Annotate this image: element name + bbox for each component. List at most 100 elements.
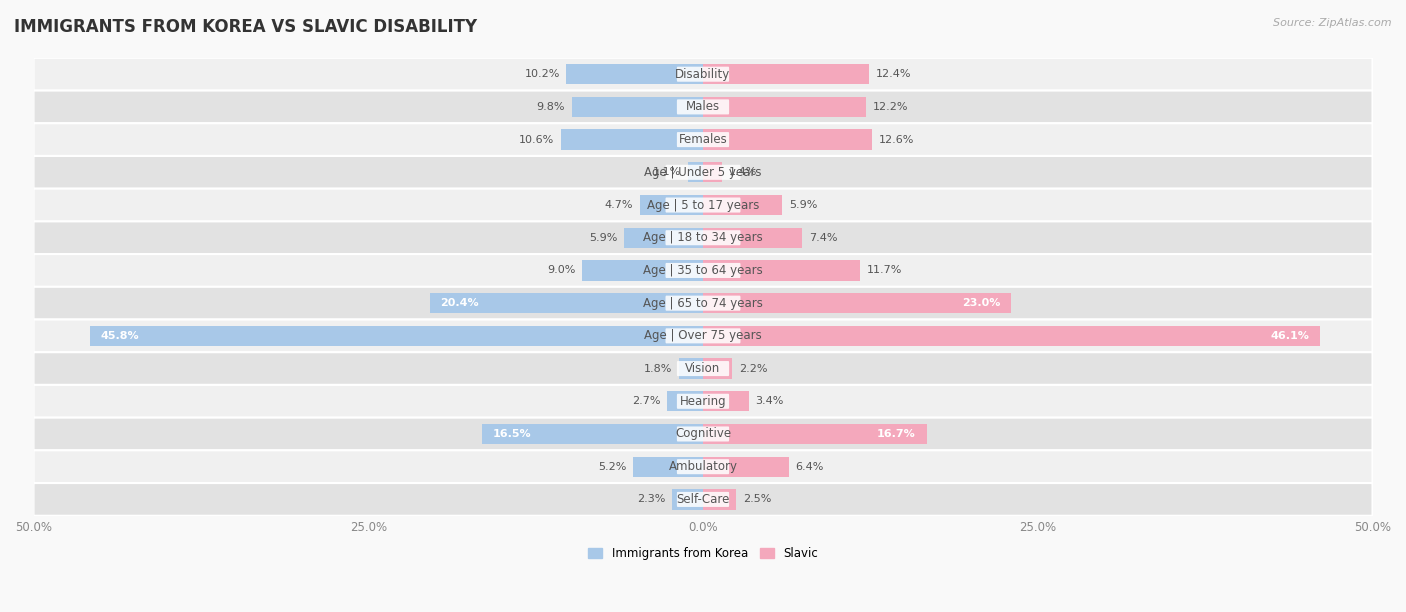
- Bar: [666, 391, 703, 411]
- FancyBboxPatch shape: [676, 132, 730, 147]
- FancyBboxPatch shape: [34, 254, 1372, 287]
- FancyBboxPatch shape: [676, 394, 730, 409]
- Text: 9.8%: 9.8%: [537, 102, 565, 112]
- FancyBboxPatch shape: [665, 230, 741, 245]
- Bar: [703, 130, 872, 150]
- Text: Males: Males: [686, 100, 720, 113]
- FancyBboxPatch shape: [34, 417, 1372, 450]
- Legend: Immigrants from Korea, Slavic: Immigrants from Korea, Slavic: [583, 542, 823, 565]
- Bar: [482, 424, 703, 444]
- Text: Disability: Disability: [675, 68, 731, 81]
- FancyBboxPatch shape: [676, 361, 730, 376]
- Bar: [703, 97, 866, 117]
- Text: Females: Females: [679, 133, 727, 146]
- FancyBboxPatch shape: [34, 222, 1372, 254]
- Text: 16.7%: 16.7%: [877, 429, 915, 439]
- Text: 7.4%: 7.4%: [808, 233, 838, 243]
- Bar: [672, 489, 703, 510]
- Bar: [703, 489, 737, 510]
- FancyBboxPatch shape: [665, 328, 741, 343]
- Bar: [703, 326, 1320, 346]
- Text: 2.5%: 2.5%: [744, 494, 772, 504]
- FancyBboxPatch shape: [665, 263, 741, 278]
- Bar: [561, 130, 703, 150]
- Text: Cognitive: Cognitive: [675, 428, 731, 441]
- Text: 16.5%: 16.5%: [492, 429, 531, 439]
- Bar: [679, 359, 703, 379]
- Text: 2.2%: 2.2%: [740, 364, 768, 373]
- Text: 1.1%: 1.1%: [654, 167, 682, 177]
- Text: 9.0%: 9.0%: [547, 266, 576, 275]
- Bar: [703, 228, 801, 248]
- FancyBboxPatch shape: [34, 58, 1372, 91]
- Text: 2.7%: 2.7%: [631, 397, 661, 406]
- Text: Self-Care: Self-Care: [676, 493, 730, 506]
- Bar: [703, 359, 733, 379]
- FancyBboxPatch shape: [34, 385, 1372, 417]
- Text: 5.9%: 5.9%: [789, 200, 817, 210]
- FancyBboxPatch shape: [676, 427, 730, 441]
- Text: Age | 18 to 34 years: Age | 18 to 34 years: [643, 231, 763, 244]
- FancyBboxPatch shape: [34, 450, 1372, 483]
- Bar: [703, 162, 721, 182]
- FancyBboxPatch shape: [676, 99, 730, 114]
- Bar: [572, 97, 703, 117]
- FancyBboxPatch shape: [665, 165, 741, 180]
- Text: 6.4%: 6.4%: [796, 461, 824, 472]
- Text: Source: ZipAtlas.com: Source: ZipAtlas.com: [1274, 18, 1392, 28]
- Bar: [703, 293, 1011, 313]
- Text: 12.4%: 12.4%: [876, 69, 911, 79]
- Text: Age | 5 to 17 years: Age | 5 to 17 years: [647, 198, 759, 212]
- Bar: [567, 64, 703, 84]
- FancyBboxPatch shape: [34, 123, 1372, 156]
- Text: 5.2%: 5.2%: [599, 461, 627, 472]
- Text: 12.6%: 12.6%: [879, 135, 914, 144]
- Text: Vision: Vision: [685, 362, 721, 375]
- Text: Age | Over 75 years: Age | Over 75 years: [644, 329, 762, 342]
- FancyBboxPatch shape: [34, 319, 1372, 353]
- Text: 23.0%: 23.0%: [962, 298, 1000, 308]
- FancyBboxPatch shape: [676, 459, 730, 474]
- Text: Hearing: Hearing: [679, 395, 727, 408]
- FancyBboxPatch shape: [665, 296, 741, 311]
- Bar: [90, 326, 703, 346]
- Text: 5.9%: 5.9%: [589, 233, 617, 243]
- FancyBboxPatch shape: [676, 67, 730, 82]
- FancyBboxPatch shape: [34, 91, 1372, 123]
- Text: 2.3%: 2.3%: [637, 494, 665, 504]
- FancyBboxPatch shape: [34, 287, 1372, 319]
- Bar: [703, 391, 748, 411]
- Text: 45.8%: 45.8%: [100, 331, 139, 341]
- FancyBboxPatch shape: [665, 198, 741, 212]
- Bar: [689, 162, 703, 182]
- FancyBboxPatch shape: [34, 353, 1372, 385]
- Text: 3.4%: 3.4%: [755, 397, 783, 406]
- Bar: [633, 457, 703, 477]
- Text: 12.2%: 12.2%: [873, 102, 908, 112]
- Text: 46.1%: 46.1%: [1271, 331, 1309, 341]
- FancyBboxPatch shape: [34, 188, 1372, 222]
- Bar: [703, 260, 859, 280]
- FancyBboxPatch shape: [676, 492, 730, 507]
- Bar: [703, 457, 789, 477]
- Bar: [703, 195, 782, 215]
- Bar: [624, 228, 703, 248]
- Bar: [430, 293, 703, 313]
- Text: Ambulatory: Ambulatory: [668, 460, 738, 473]
- Text: 10.6%: 10.6%: [519, 135, 554, 144]
- Bar: [703, 64, 869, 84]
- Text: 1.8%: 1.8%: [644, 364, 672, 373]
- Text: 1.4%: 1.4%: [728, 167, 756, 177]
- Text: Age | 65 to 74 years: Age | 65 to 74 years: [643, 297, 763, 310]
- Bar: [582, 260, 703, 280]
- Bar: [703, 424, 927, 444]
- Text: Age | 35 to 64 years: Age | 35 to 64 years: [643, 264, 763, 277]
- FancyBboxPatch shape: [34, 156, 1372, 188]
- Text: 4.7%: 4.7%: [605, 200, 633, 210]
- Text: 11.7%: 11.7%: [866, 266, 901, 275]
- FancyBboxPatch shape: [34, 483, 1372, 516]
- Text: 20.4%: 20.4%: [440, 298, 479, 308]
- Text: 10.2%: 10.2%: [524, 69, 560, 79]
- Bar: [640, 195, 703, 215]
- Text: IMMIGRANTS FROM KOREA VS SLAVIC DISABILITY: IMMIGRANTS FROM KOREA VS SLAVIC DISABILI…: [14, 18, 477, 36]
